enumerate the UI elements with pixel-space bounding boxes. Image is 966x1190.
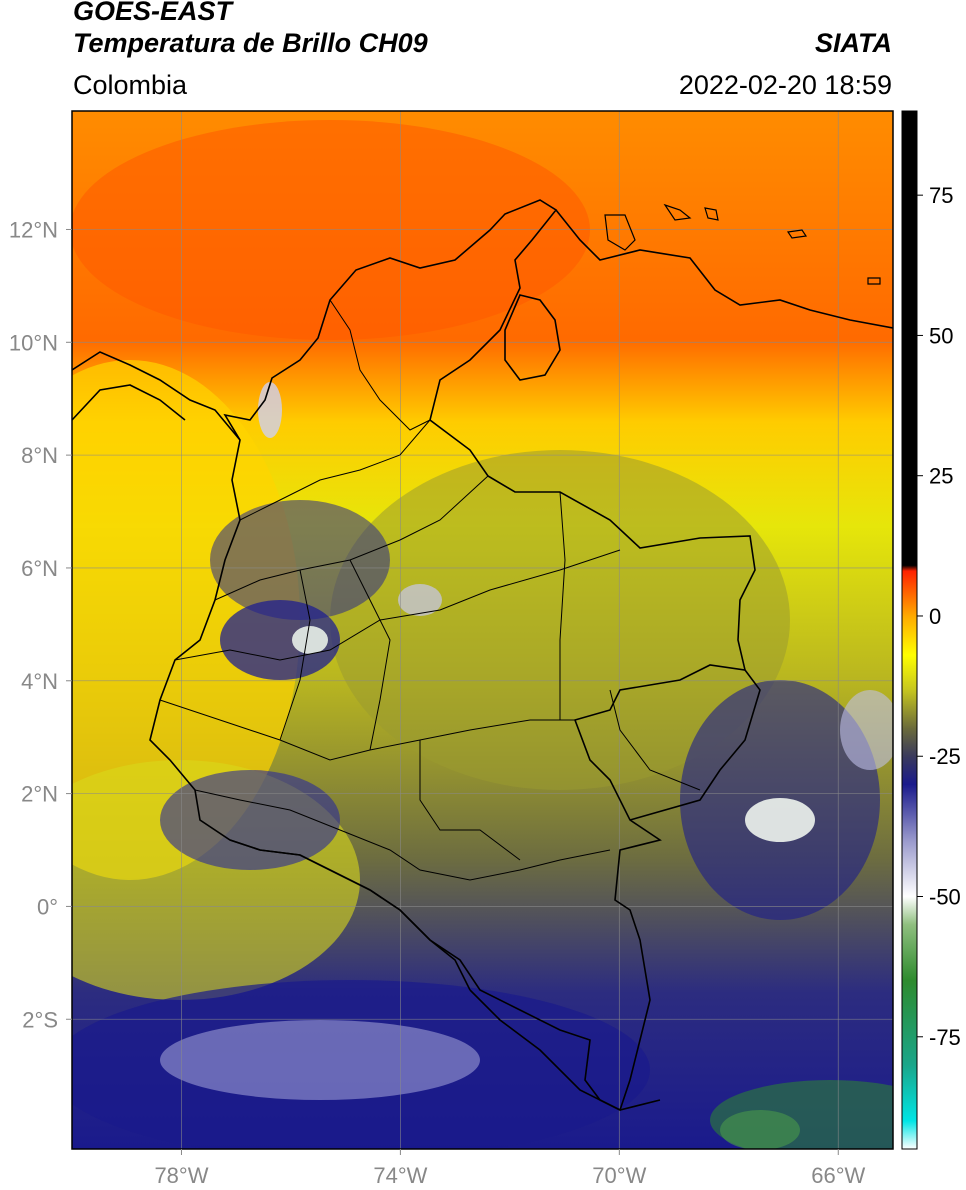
lat-tick-label: 2°S [22, 1007, 58, 1032]
island-4 [786, 229, 808, 239]
lon-tick-label: 78°W [154, 1163, 208, 1188]
mild-region-interior [330, 450, 790, 790]
title-product: Temperatura de Brillo CH09 [73, 28, 428, 58]
dept-6 [194, 789, 611, 881]
island-1 [604, 214, 636, 251]
timestamp: 2022-02-20 18:59 [678, 70, 892, 100]
cloud-band-south [72, 980, 650, 1149]
latitude-axis: 12°N 10°N 8°N 6°N 4°N 2°N 0° 2°S [9, 217, 72, 1032]
colombia-border [149, 199, 756, 1112]
lat-tick-label: 8°N [21, 443, 58, 468]
colorbar-ticks: 75 50 25 0 -25 -50 -75 [917, 183, 961, 1050]
longitude-axis: 78°W 74°W 70°W 66°W [154, 1149, 866, 1188]
lon-tick-label: 70°W [592, 1163, 646, 1188]
panama-south [72, 384, 186, 421]
brazil-border [629, 669, 761, 821]
colorbar-tick-label: -50 [929, 885, 961, 910]
warm-region-pacific [72, 360, 300, 880]
lon-tick-label: 74°W [373, 1163, 427, 1188]
imagery-layer [72, 111, 893, 1149]
dept-11 [349, 559, 391, 751]
cloud-band-southwest [160, 770, 340, 870]
dept-8 [419, 740, 521, 861]
title-satellite: GOES-EAST [73, 0, 233, 26]
lat-tick-label: 2°N [21, 782, 58, 807]
colorbar-tick-label: -75 [929, 1025, 961, 1050]
region-label: Colombia [73, 70, 188, 100]
colorbar-tick-label: 75 [929, 183, 953, 208]
lat-tick-label: 12°N [9, 217, 58, 242]
cold-cell-core-1 [292, 626, 328, 654]
colorbar-tick-label: -25 [929, 744, 961, 769]
lat-tick-label: 6°N [21, 556, 58, 581]
lat-tick-label: 0° [37, 894, 58, 919]
cold-cell-core-3 [258, 382, 282, 438]
dept-10 [279, 569, 311, 741]
panama-coast [72, 351, 241, 441]
island-3 [704, 207, 719, 221]
colorbar-tick-label: 0 [929, 604, 941, 629]
dept-1 [329, 299, 431, 431]
borders-layer [72, 199, 893, 1112]
cold-cell-core-4 [745, 798, 815, 842]
island-2 [663, 203, 692, 221]
warm-region-caribbean [72, 120, 590, 340]
dept-2 [239, 419, 431, 521]
cloud-band-andes [210, 500, 390, 620]
cold-cell-core-2 [398, 584, 442, 616]
colorbar-tick-label: 50 [929, 323, 953, 348]
lake-maracaibo [504, 294, 561, 381]
venezuela-coast [555, 209, 893, 329]
map-frame [71, 110, 894, 1150]
colorbar: 75 50 25 0 -25 -50 -75 [901, 110, 961, 1150]
lat-tick-label: 10°N [9, 330, 58, 355]
dept-9 [609, 689, 701, 791]
peru-border [469, 989, 661, 1111]
colorbar-gradient [902, 111, 917, 1149]
dept-7 [559, 491, 566, 720]
lat-tick-label: 4°N [21, 669, 58, 694]
source-label: SIATA [815, 28, 892, 58]
cold-cell-core-5 [840, 690, 893, 770]
gridlines [72, 111, 893, 1149]
ecuador-border [229, 839, 471, 991]
very-cold-patch-southeast [720, 1110, 800, 1149]
colorbar-tick-label: 25 [929, 464, 953, 489]
colorbar-frame [901, 110, 918, 1150]
lon-tick-label: 66°W [811, 1163, 865, 1188]
island-5 [867, 277, 881, 285]
cold-streak-south [160, 1020, 480, 1100]
